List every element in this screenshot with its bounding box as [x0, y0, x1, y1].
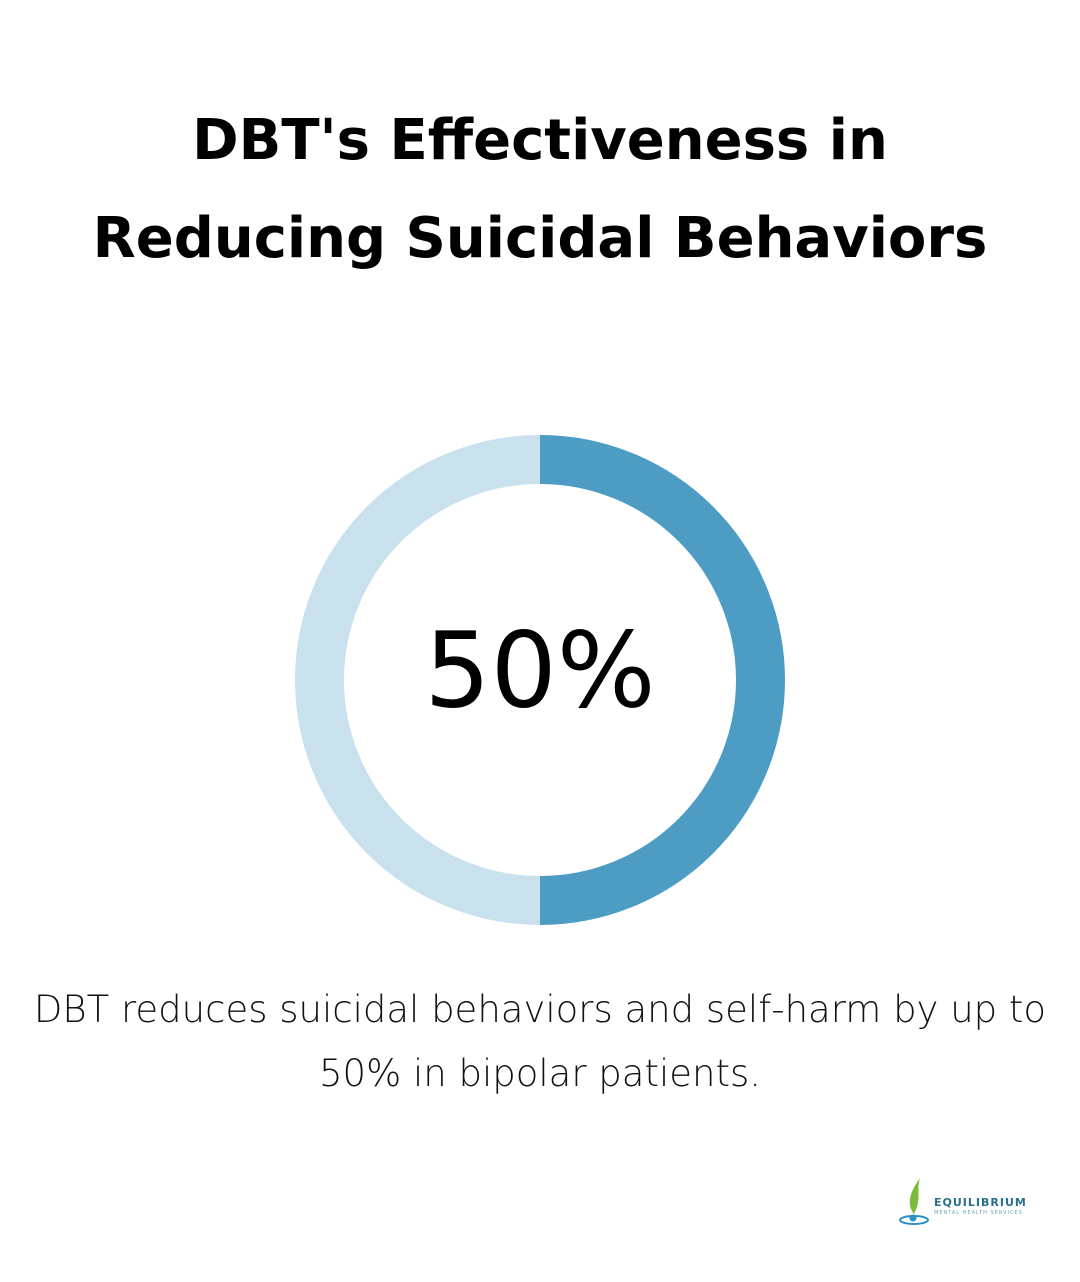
- chart-title: DBT's Effectiveness in Reducing Suicidal…: [92, 108, 988, 271]
- logo-name: EQUILIBRIUM: [934, 1196, 1027, 1209]
- description: DBT reduces suicidal behaviors and self-…: [33, 988, 1047, 1095]
- donut-segment: [295, 435, 541, 925]
- donut-segment: [539, 435, 785, 925]
- logo-subtitle: MENTAL HEALTH SERVICES: [934, 1210, 1023, 1216]
- logo-icon: [899, 1178, 929, 1225]
- center-label: 50%: [424, 609, 655, 731]
